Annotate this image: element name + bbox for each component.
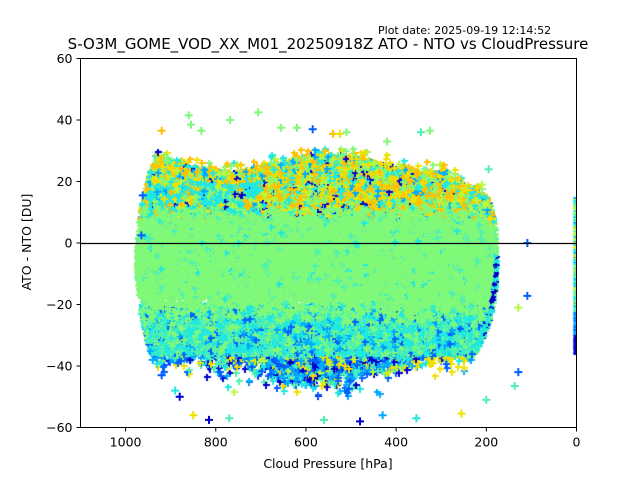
plot-date: Plot date: 2025-09-19 12:14:52 bbox=[378, 24, 552, 37]
outlier-point bbox=[157, 371, 166, 380]
outlier-point bbox=[138, 191, 147, 200]
outlier-point bbox=[205, 415, 214, 424]
y-tick-label: −60 bbox=[46, 420, 72, 435]
x-axis-ticks: 1000 800 600 400 200 0 bbox=[110, 427, 581, 450]
y-tick-label: 20 bbox=[57, 174, 73, 189]
y-tick-label: 0 bbox=[65, 236, 73, 251]
outlier-point bbox=[197, 126, 206, 135]
outlier-point bbox=[484, 165, 493, 174]
outlier-point bbox=[148, 355, 157, 364]
y-tick-label: 60 bbox=[57, 51, 73, 66]
x-tick-label: 400 bbox=[384, 435, 408, 450]
x-tick-label: 600 bbox=[294, 435, 318, 450]
y-tick-label: −40 bbox=[46, 359, 72, 374]
chart-title: S-O3M_GOME_VOD_XX_M01_20250918Z ATO - NT… bbox=[67, 35, 589, 53]
y-axis-label: ATO - NTO [DU] bbox=[19, 194, 34, 291]
outlier-point bbox=[184, 111, 193, 120]
y-tick-label: −20 bbox=[46, 297, 72, 312]
x-tick-label: 1000 bbox=[110, 435, 142, 450]
outlier-point bbox=[226, 116, 235, 124]
scatter-density-cloud bbox=[80, 58, 576, 427]
outlier-point bbox=[425, 126, 434, 135]
outlier-point bbox=[186, 120, 195, 129]
outlier-point bbox=[189, 411, 198, 420]
outlier-points bbox=[137, 108, 532, 426]
y-tick-label: 40 bbox=[57, 113, 73, 128]
outlier-point bbox=[378, 411, 387, 420]
x-tick-label: 200 bbox=[474, 435, 498, 450]
outlier-point bbox=[412, 414, 421, 423]
outlier-point bbox=[175, 392, 184, 401]
outlier-point bbox=[523, 291, 532, 300]
outlier-point bbox=[510, 381, 519, 390]
outlier-point bbox=[514, 303, 523, 312]
outlier-point bbox=[356, 417, 365, 426]
y-axis-ticks: 60 40 20 0 −20 −40 −60 bbox=[46, 51, 81, 435]
x-axis-label: Cloud Pressure [hPa] bbox=[263, 456, 392, 471]
outlier-point bbox=[157, 126, 166, 135]
outlier-point bbox=[477, 180, 486, 189]
outlier-point bbox=[383, 137, 392, 146]
outlier-point bbox=[171, 386, 180, 395]
outlier-point bbox=[225, 414, 234, 423]
outlier-point bbox=[335, 129, 344, 138]
outlier-point bbox=[277, 123, 286, 132]
outlier-point bbox=[329, 129, 338, 138]
outlier-point bbox=[308, 125, 317, 134]
outlier-point bbox=[319, 415, 328, 424]
outlier-point bbox=[137, 231, 146, 240]
outlier-point bbox=[254, 108, 263, 117]
outlier-point bbox=[482, 395, 491, 404]
outlier-point bbox=[342, 128, 351, 137]
outlier-point bbox=[514, 368, 523, 377]
x-tick-label: 0 bbox=[573, 435, 581, 450]
outlier-point bbox=[292, 123, 301, 132]
x-tick-label: 800 bbox=[204, 435, 228, 450]
outlier-point bbox=[416, 128, 425, 137]
outlier-point bbox=[457, 409, 466, 418]
